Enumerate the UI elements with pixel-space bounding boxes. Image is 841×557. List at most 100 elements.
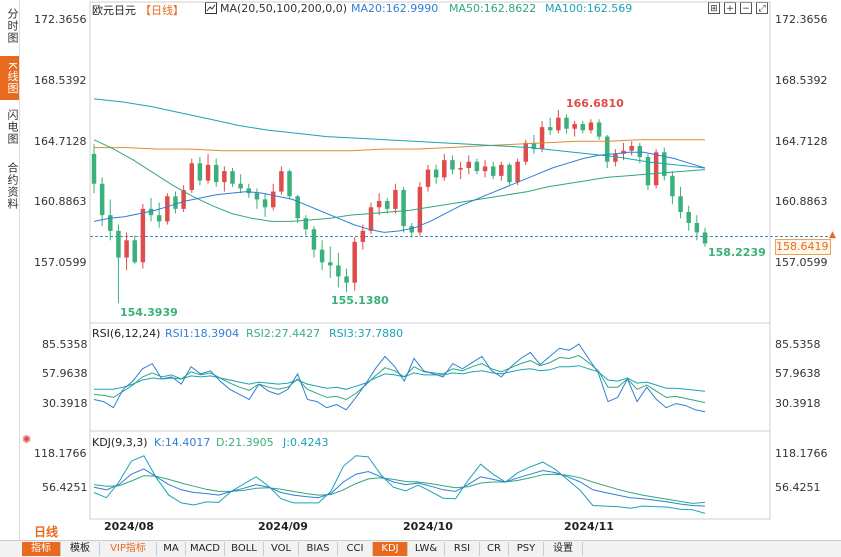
tab-ma[interactable]: MA: [157, 542, 186, 556]
x-tick-3: 2024/11: [564, 520, 614, 533]
rsi-y-tick-left-1: 57.9638: [42, 367, 88, 380]
tab-boll[interactable]: BOLL: [225, 542, 264, 556]
candle-body: [564, 117, 569, 129]
candle-body: [450, 160, 455, 170]
x-tick-0: 2024/08: [104, 520, 154, 533]
kdj-y-tick-right-1: 56.4251: [775, 481, 821, 494]
tab-vip-indicators[interactable]: VIP指标: [100, 542, 157, 556]
ma-params: MA(20,50,100,200,0,0): [220, 2, 348, 15]
kdj-d-line: [93, 473, 706, 504]
tab-psy[interactable]: PSY: [509, 542, 544, 556]
candle-body: [466, 161, 471, 168]
candle-body: [181, 190, 186, 209]
candle-body: [205, 164, 211, 181]
candle-body: [474, 161, 480, 172]
period-label[interactable]: 日线: [34, 525, 59, 539]
ma50-value: MA50:162.8622: [449, 2, 537, 15]
tab-settings[interactable]: 设置: [544, 542, 583, 556]
left-sidebar: 分时图 K线图 闪电图 合约资料: [0, 0, 20, 540]
rsi2-value: RSI2:27.4427: [246, 327, 321, 340]
indicator-tab-bar: 指标 模板 VIP指标 MA MACD BOLL VOL BIAS CCI KD…: [0, 540, 841, 557]
candle-body: [678, 196, 683, 212]
candle-body: [222, 171, 227, 183]
x-tick-2: 2024/10: [403, 520, 453, 533]
candle-body: [319, 249, 325, 263]
tab-cci[interactable]: CCI: [338, 542, 373, 556]
candle-body: [246, 188, 252, 194]
current-price-tag: 158.6419: [775, 239, 831, 255]
sidebar-item-contract[interactable]: 合约资料: [6, 162, 19, 210]
candle-body: [336, 265, 341, 277]
y-tick-left-2: 164.7128: [34, 135, 87, 148]
candle-body: [482, 166, 488, 172]
candle-body: [645, 157, 651, 186]
low2-price-label: 155.1380: [331, 294, 389, 307]
sidebar-item-timeshare[interactable]: 分时图: [6, 8, 19, 44]
rsi2-line: [93, 354, 706, 404]
tab-templates[interactable]: 模板: [61, 542, 100, 556]
period-badge[interactable]: 【日线】: [140, 4, 184, 17]
tab-rsi[interactable]: RSI: [445, 542, 480, 556]
candle-body: [425, 169, 431, 187]
candle-body: [352, 241, 357, 283]
rsi1-line: [93, 343, 706, 413]
candle-body: [507, 164, 512, 183]
candle-body: [376, 201, 382, 208]
tab-cr[interactable]: CR: [480, 542, 509, 556]
candle-body: [311, 229, 317, 250]
candle-body: [124, 240, 129, 258]
high-price-label: 166.6810: [566, 97, 624, 110]
candle-body: [328, 262, 333, 266]
y-tick-right-0: 172.3656: [775, 13, 828, 26]
candle-body: [531, 142, 537, 150]
candle-body: [230, 171, 235, 184]
candle-body: [702, 232, 708, 244]
tab-bias[interactable]: BIAS: [299, 542, 338, 556]
kdj-y-tick-left-0: 118.1766: [34, 447, 87, 460]
candle-body: [344, 276, 349, 283]
y-tick-right-4: 157.0599: [775, 256, 828, 269]
tab-indicators[interactable]: 指标: [22, 542, 61, 556]
candle-body: [515, 161, 520, 183]
candle-body: [189, 163, 195, 190]
candle-body: [556, 117, 561, 131]
candle-body: [613, 153, 618, 162]
candle-body: [588, 122, 594, 131]
y-tick-left-4: 157.0599: [34, 256, 87, 269]
y-tick-left-1: 168.5392: [34, 74, 87, 87]
tab-macd[interactable]: MACD: [186, 542, 225, 556]
kdj-settings-icon[interactable]: ✺: [22, 433, 32, 446]
candle-body: [108, 215, 113, 231]
y-tick-right-2: 164.7128: [775, 135, 828, 148]
sidebar-item-kline[interactable]: K线图: [0, 56, 19, 100]
candle-body: [580, 124, 586, 131]
candlesticks: [91, 109, 708, 304]
candle-body: [442, 160, 447, 178]
rsi-y-tick-right-1: 57.9638: [775, 367, 821, 380]
candle-body: [417, 186, 423, 233]
tab-kdj[interactable]: KDJ: [373, 542, 408, 556]
ma20-value: MA20:162.9990: [351, 2, 439, 15]
kdj-y-tick-right-0: 118.1766: [775, 447, 828, 460]
rsi-y-tick-left-0: 85.5358: [42, 338, 88, 351]
tab-vol[interactable]: VOL: [264, 542, 299, 556]
candle-body: [621, 150, 626, 154]
rsi-y-tick-right-0: 85.5358: [775, 338, 821, 351]
rsi-title: RSI(6,12,24): [92, 327, 161, 340]
candle-body: [409, 226, 414, 233]
sidebar-item-flash[interactable]: 闪电图: [6, 109, 19, 145]
rsi1-value: RSI1:18.3904: [165, 327, 240, 340]
chart-canvas[interactable]: [0, 0, 841, 540]
candle-body: [401, 190, 406, 227]
rsi-lines: [93, 343, 706, 413]
ma50-line: [93, 139, 706, 222]
ma-lines: [93, 98, 706, 233]
candle-body: [279, 171, 284, 192]
candle-body: [287, 171, 292, 197]
rsi-y-tick-left-2: 30.3918: [42, 397, 88, 410]
candle-body: [539, 127, 545, 150]
candle-body: [197, 163, 203, 181]
ma200-line: [94, 139, 705, 152]
tab-lwr[interactable]: LW&: [408, 542, 445, 556]
candle-body: [270, 191, 276, 208]
